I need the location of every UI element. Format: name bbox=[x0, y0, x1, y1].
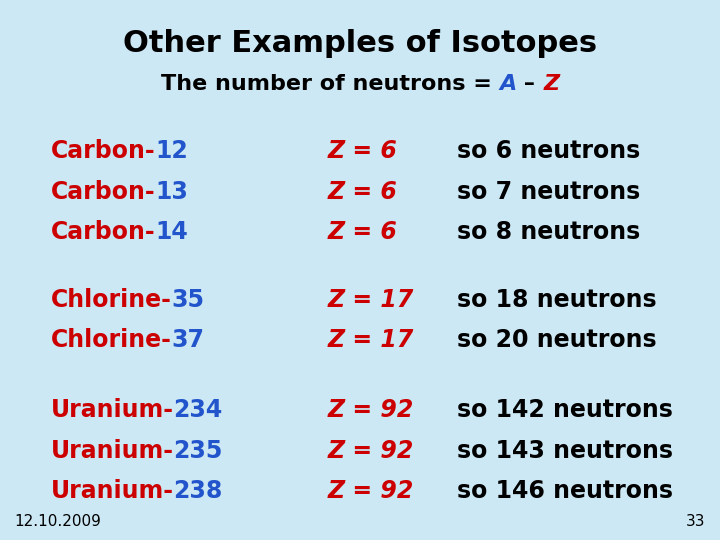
Text: 35: 35 bbox=[171, 288, 204, 312]
Text: Z = 17: Z = 17 bbox=[328, 328, 414, 352]
Text: so 142 neutrons: so 142 neutrons bbox=[457, 399, 673, 422]
Text: 238: 238 bbox=[174, 480, 222, 503]
Text: 12.10.2009: 12.10.2009 bbox=[14, 514, 102, 529]
Text: Z = 6: Z = 6 bbox=[328, 220, 397, 244]
Text: Uranium-: Uranium- bbox=[50, 480, 174, 503]
Text: so 8 neutrons: so 8 neutrons bbox=[457, 220, 641, 244]
Text: Other Examples of Isotopes: Other Examples of Isotopes bbox=[123, 29, 597, 58]
Text: Chlorine-: Chlorine- bbox=[50, 328, 171, 352]
Text: Carbon-: Carbon- bbox=[50, 180, 155, 204]
Text: Z = 6: Z = 6 bbox=[328, 180, 397, 204]
Text: Uranium-: Uranium- bbox=[50, 399, 174, 422]
Text: so 18 neutrons: so 18 neutrons bbox=[457, 288, 657, 312]
Text: Z = 6: Z = 6 bbox=[328, 139, 397, 163]
Text: 12: 12 bbox=[155, 139, 188, 163]
Text: 37: 37 bbox=[171, 328, 204, 352]
Text: Z = 92: Z = 92 bbox=[328, 439, 414, 463]
Text: Z = 17: Z = 17 bbox=[328, 288, 414, 312]
Text: 235: 235 bbox=[174, 439, 222, 463]
Text: Z = 92: Z = 92 bbox=[328, 399, 414, 422]
Text: 14: 14 bbox=[155, 220, 188, 244]
Text: so 7 neutrons: so 7 neutrons bbox=[457, 180, 641, 204]
Text: –: – bbox=[516, 73, 544, 94]
Text: Z: Z bbox=[544, 73, 559, 94]
Text: so 143 neutrons: so 143 neutrons bbox=[457, 439, 673, 463]
Text: Uranium-: Uranium- bbox=[50, 439, 174, 463]
Text: so 20 neutrons: so 20 neutrons bbox=[457, 328, 657, 352]
Text: The number of neutrons =: The number of neutrons = bbox=[161, 73, 499, 94]
Text: so 146 neutrons: so 146 neutrons bbox=[457, 480, 673, 503]
Text: A: A bbox=[499, 73, 516, 94]
Text: Carbon-: Carbon- bbox=[50, 220, 155, 244]
Text: 13: 13 bbox=[155, 180, 188, 204]
Text: Z = 92: Z = 92 bbox=[328, 480, 414, 503]
Text: Chlorine-: Chlorine- bbox=[50, 288, 171, 312]
Text: 33: 33 bbox=[686, 514, 706, 529]
Text: Carbon-: Carbon- bbox=[50, 139, 155, 163]
Text: so 6 neutrons: so 6 neutrons bbox=[457, 139, 641, 163]
Text: 234: 234 bbox=[174, 399, 222, 422]
